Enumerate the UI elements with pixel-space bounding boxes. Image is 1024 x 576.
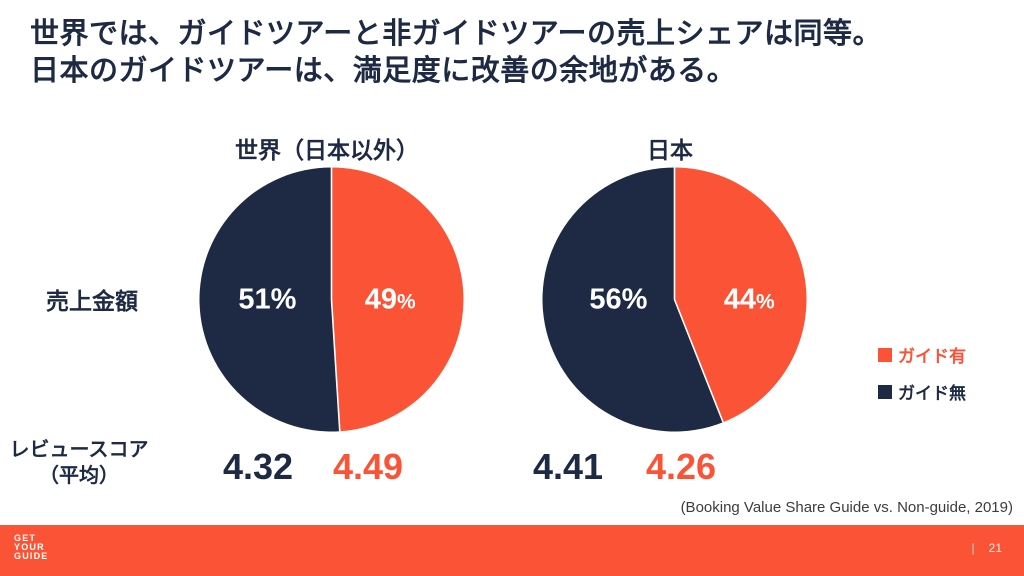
pie-slice-divider xyxy=(673,299,724,423)
getyourguide-logo: GET YOUR GUIDE xyxy=(14,534,49,561)
review-score-japan-nonguided: 4.41 xyxy=(532,446,604,487)
page-number: 21 xyxy=(988,541,1002,555)
slide-title-line1: 世界では、ガイドツアーと非ガイドツアーの売上シェアは同等。 xyxy=(30,18,883,50)
pie-world-nonguided-label: 51% xyxy=(238,283,297,315)
chart-title-japan: 日本 xyxy=(647,137,693,163)
pie-slice-non_guided xyxy=(199,167,340,432)
logo-line-your: YOUR xyxy=(14,542,45,552)
legend-label-nonguided: ガイド無 xyxy=(898,384,966,403)
pie-chart-world: 51% 49% xyxy=(198,166,465,433)
pie-chart-japan: 56% 44% xyxy=(541,166,808,433)
pie-world-guided-label: 49% xyxy=(364,283,416,315)
pie-slice-non_guided xyxy=(542,167,724,432)
source-citation: (Booking Value Share Guide vs. Non-guide… xyxy=(680,499,1013,516)
pie-slice-divider xyxy=(330,299,341,432)
review-score-row-label-line2: （平均） xyxy=(39,465,119,487)
chart-title-world: 世界（日本以外） xyxy=(235,137,419,163)
page-number-area: | 21 xyxy=(972,541,1002,555)
page-separator: | xyxy=(971,541,975,555)
review-score-japan-guided: 4.26 xyxy=(645,446,717,487)
legend-item-nonguided: ガイド無 xyxy=(878,379,966,404)
review-score-world-guided: 4.49 xyxy=(332,446,404,487)
legend-swatch-nonguided-icon xyxy=(878,384,892,399)
pie-slice-guided xyxy=(331,167,464,432)
pie-japan-nonguided-label: 56% xyxy=(589,283,648,315)
pie-slice-guided xyxy=(674,167,807,423)
slide-title: 世界では、ガイドツアーと非ガイドツアーの売上シェアは同等。 日本のガイドツアーは… xyxy=(30,16,882,90)
pie-chart-japan-svg xyxy=(542,167,807,432)
sales-amount-row-label: 売上金額 xyxy=(46,288,138,314)
legend-item-guided: ガイド有 xyxy=(878,342,966,367)
review-score-row-label-line1: レビュースコア xyxy=(9,439,149,461)
review-score-world-nonguided: 4.32 xyxy=(222,446,294,487)
logo-line-guide: GUIDE xyxy=(14,551,49,561)
slide-title-line2: 日本のガイドツアーは、満足度に改善の余地がある。 xyxy=(30,55,737,87)
legend: ガイド有 ガイド無 xyxy=(878,342,966,416)
pie-japan-guided-label: 44% xyxy=(723,283,775,315)
legend-swatch-guided-icon xyxy=(878,347,892,362)
logo-line-get: GET xyxy=(14,533,37,543)
footer-bar: GET YOUR GUIDE | 21 xyxy=(0,525,1024,576)
pie-chart-world-svg xyxy=(199,167,464,432)
legend-label-guided: ガイド有 xyxy=(898,347,966,366)
review-score-row-label: レビュースコア （平均） xyxy=(0,437,158,489)
